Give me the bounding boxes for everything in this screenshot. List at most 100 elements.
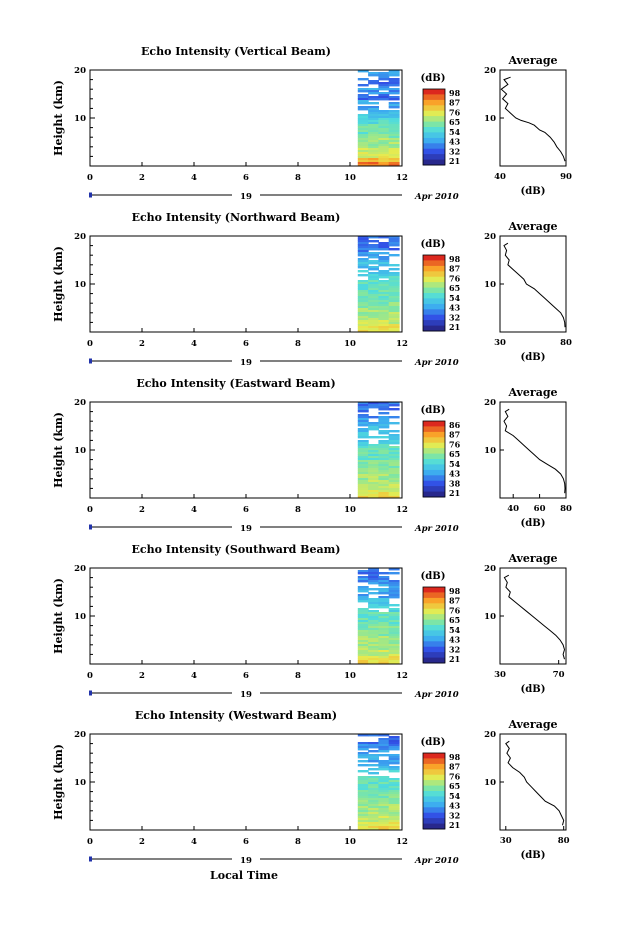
colorbar-tick-label: 65 — [449, 449, 460, 459]
heat-cell — [388, 88, 400, 91]
heat-cell — [357, 644, 369, 647]
heat-cell — [357, 432, 369, 435]
heat-cell — [378, 402, 390, 405]
heat-cell — [368, 136, 379, 139]
colorbar-swatch — [423, 796, 445, 803]
heat-cell — [388, 660, 400, 663]
heat-cell — [357, 798, 369, 801]
panel-2: Echo Intensity (Eastward Beam) 20 10 0 2 4 6 8 1… — [52, 377, 572, 534]
heat-cell — [378, 600, 390, 603]
x-tick-label: 2 — [139, 173, 145, 183]
colorbar-tick-label: 21 — [449, 156, 460, 166]
heat-cell — [357, 250, 369, 253]
heat-cell — [357, 598, 369, 601]
heat-cell — [388, 440, 400, 443]
heat-cell — [357, 264, 369, 267]
heat-cell — [357, 796, 369, 799]
colorbar-swatch — [423, 143, 445, 150]
heat-cell — [357, 476, 369, 479]
heat-cell — [378, 578, 390, 581]
heat-cell — [378, 470, 390, 473]
heat-cell — [388, 596, 400, 599]
heat-cell — [378, 112, 390, 115]
colorbar-tick-label: 43 — [449, 801, 461, 811]
heat-cell — [368, 658, 379, 661]
heat-cell — [357, 96, 369, 99]
profile-title: Average — [507, 552, 557, 565]
heat-cell — [357, 236, 369, 239]
heat-cell — [378, 74, 390, 77]
colorbar-tick-label: 98 — [449, 88, 461, 98]
colorbar-swatch — [423, 148, 445, 155]
heat-cell — [378, 300, 390, 303]
heat-cell — [357, 752, 369, 755]
colorbar-swatch — [423, 99, 445, 106]
heat-cell — [378, 446, 390, 449]
heat-cell — [378, 116, 390, 119]
heat-cell — [388, 742, 400, 745]
date-label: Apr 2010 — [414, 358, 459, 368]
heat-cell — [357, 824, 369, 827]
heat-cell — [357, 794, 369, 797]
profile-y-tick-label: 10 — [484, 114, 496, 124]
colorbar-tick-label: 32 — [449, 312, 460, 322]
heat-cell — [388, 594, 400, 597]
heat-cell — [368, 402, 379, 405]
colorbar-unit: (dB) — [421, 239, 446, 250]
heat-cell — [388, 292, 400, 295]
heat-cell — [378, 650, 390, 653]
colorbar-tick-label: 43 — [449, 469, 461, 479]
heat-cell — [388, 454, 400, 457]
heat-cell — [378, 616, 390, 619]
y-tick-label: 20 — [74, 398, 86, 408]
date-label: Apr 2010 — [414, 690, 459, 700]
heat-cell — [378, 822, 390, 825]
heat-cell — [368, 764, 379, 767]
plot-frame — [89, 69, 403, 167]
heat-cell — [388, 464, 400, 467]
colorbar-tick-label: 32 — [449, 810, 460, 820]
heat-cell — [378, 454, 390, 457]
heat-cell — [378, 264, 390, 267]
heat-cell — [378, 424, 390, 427]
heat-cell — [357, 480, 369, 483]
colorbar-swatch — [423, 818, 445, 824]
heat-cell — [357, 150, 369, 153]
heat-cell — [388, 304, 400, 307]
heat-cell — [388, 572, 400, 575]
heat-cell — [378, 110, 390, 113]
colorbar-swatch — [423, 763, 445, 770]
heat-cell — [357, 826, 369, 829]
heat-cell — [378, 796, 390, 799]
heat-cell — [368, 308, 379, 311]
heat-cell — [378, 794, 390, 797]
heat-cell — [368, 80, 379, 83]
heat-cell — [378, 326, 390, 329]
heat-cell — [357, 260, 369, 263]
x-tick-label: 6 — [243, 173, 249, 183]
heat-cell — [357, 810, 369, 813]
heat-cell — [388, 632, 400, 635]
plot-frame — [89, 401, 403, 499]
heat-cell — [388, 488, 400, 491]
heat-cell — [388, 142, 400, 145]
heat-cell — [388, 806, 400, 809]
heat-cell — [388, 308, 400, 311]
colorbar-swatch — [423, 785, 445, 792]
heat-cell — [357, 78, 369, 81]
heat-cell — [378, 476, 390, 479]
heat-cell — [368, 592, 379, 595]
heat-cell — [388, 422, 400, 425]
heat-cell — [388, 156, 400, 159]
heat-cell — [378, 72, 390, 75]
date-day-bg — [232, 687, 260, 699]
heat-cell — [388, 458, 400, 461]
heat-cell — [357, 156, 369, 159]
heat-cell — [357, 634, 369, 637]
heat-cell — [357, 106, 369, 109]
heat-cell — [368, 90, 379, 93]
heat-cell — [378, 286, 390, 289]
heat-cell — [357, 328, 369, 331]
heat-cell — [378, 646, 390, 649]
profile-frame — [499, 401, 567, 499]
